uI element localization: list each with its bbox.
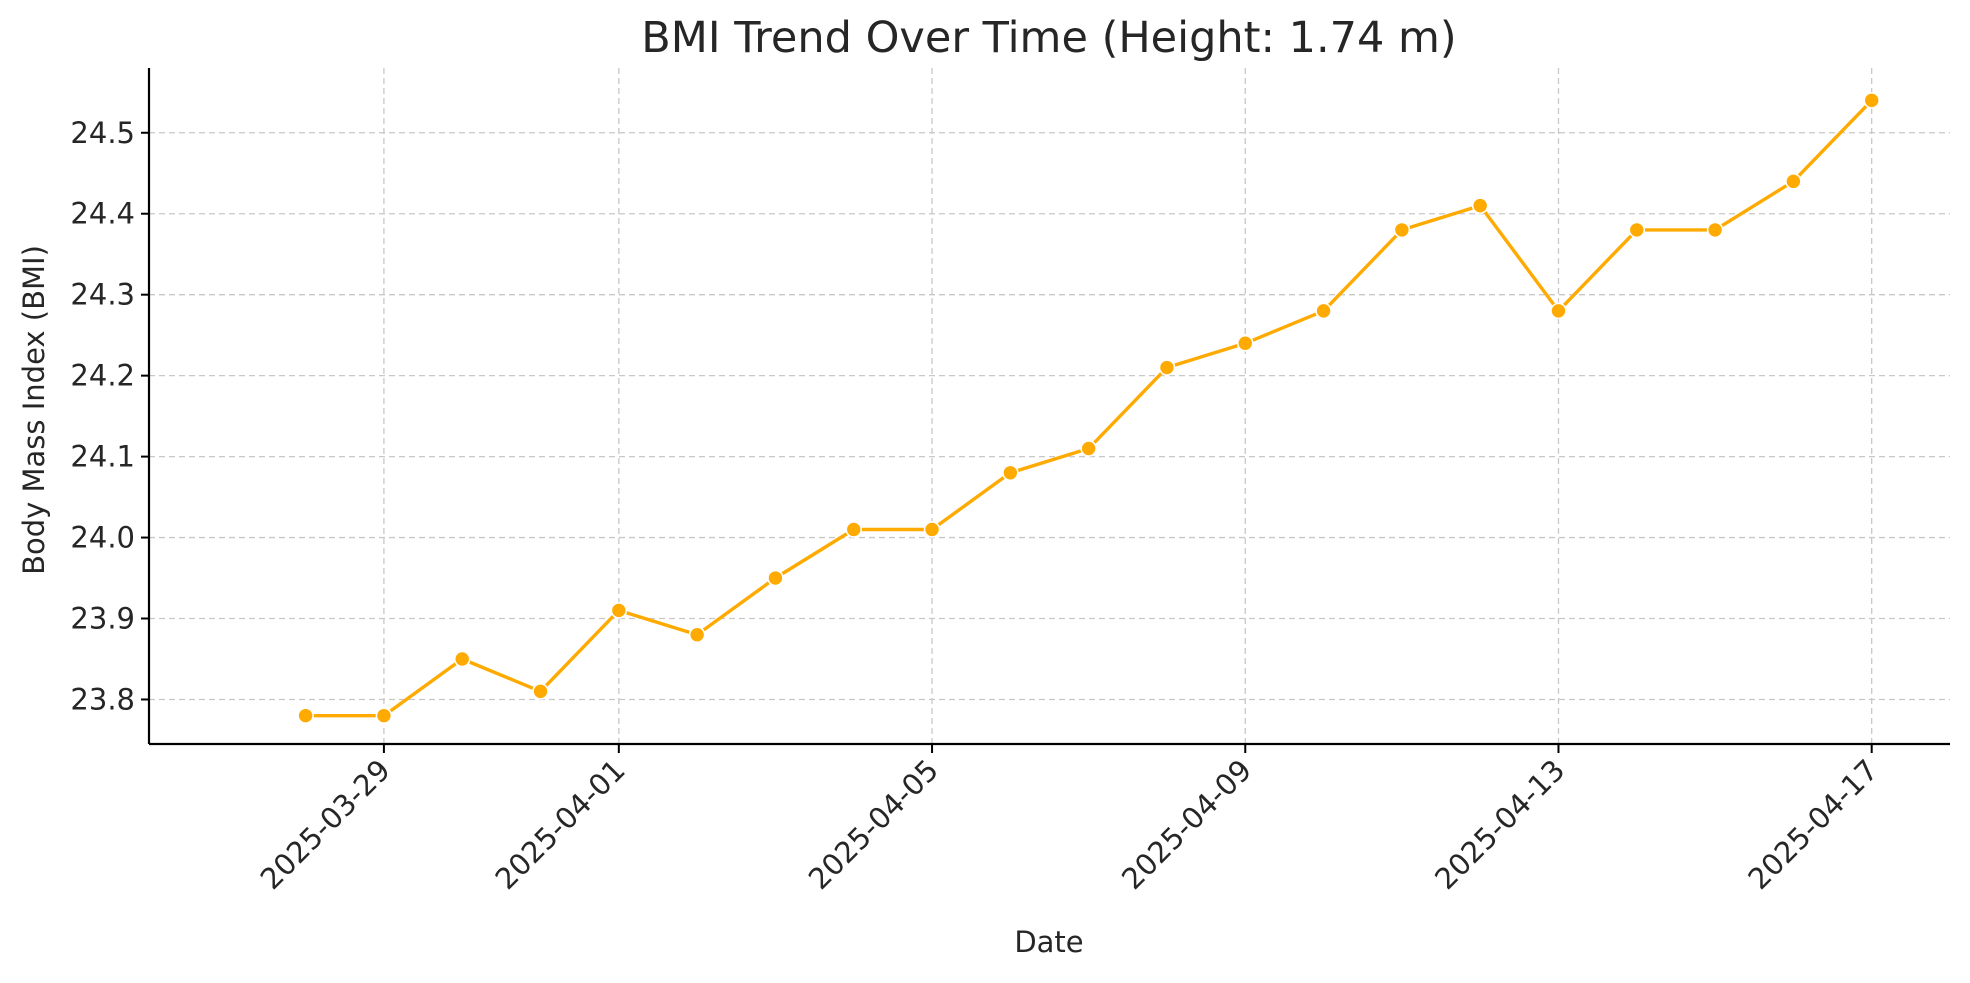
y-axis-title: Body Mass Index (BMI) <box>17 245 51 575</box>
data-point <box>1002 464 1019 482</box>
data-point <box>297 707 314 724</box>
x-axis-title: Date <box>1014 925 1083 959</box>
data-point <box>1393 221 1411 239</box>
x-tick-label: 2025-04-01 <box>489 753 632 896</box>
y-tick-label: 23.8 <box>70 682 135 716</box>
axes-layer <box>147 68 1950 746</box>
data-point <box>610 602 628 619</box>
y-tick-label: 24.5 <box>70 116 135 150</box>
grid-layer <box>149 68 1950 744</box>
series-line <box>303 98 1874 718</box>
data-point <box>453 650 471 668</box>
data-point <box>923 521 941 538</box>
x-tick-label: 2025-03-29 <box>254 753 397 896</box>
x-tick-label: 2025-04-05 <box>802 753 945 896</box>
data-point <box>1863 92 1880 109</box>
data-point <box>1236 334 1254 352</box>
chart-title: BMI Trend Over Time (Height: 1.74 m) <box>641 13 1456 63</box>
y-tick-label: 23.9 <box>70 602 135 636</box>
data-point <box>1550 302 1567 320</box>
y-tick-label: 24.0 <box>70 521 135 555</box>
data-point <box>532 683 549 700</box>
y-tick-label: 24.4 <box>70 197 135 231</box>
data-point <box>1706 221 1724 239</box>
series-layer <box>297 92 1880 724</box>
data-point <box>375 707 393 724</box>
data-point <box>845 521 863 538</box>
data-point <box>1471 197 1489 214</box>
data-point <box>1080 440 1097 457</box>
data-point <box>1158 359 1176 376</box>
y-tick-label: 24.2 <box>70 359 135 393</box>
data-point <box>767 569 784 587</box>
data-point <box>688 626 706 644</box>
y-tick-label: 24.1 <box>70 440 135 474</box>
ticks-layer: 23.8 23.9 24.0 24.1 24.2 24.3 24.4 24.5 2025-03-… <box>70 116 1884 896</box>
y-tick-label: 24.3 <box>70 278 135 312</box>
data-point <box>1785 173 1802 190</box>
data-point <box>1628 221 1646 239</box>
x-tick-label: 2025-04-17 <box>1741 753 1884 896</box>
x-tick-label: 2025-04-09 <box>1115 753 1258 896</box>
data-point <box>1315 302 1332 320</box>
x-tick-label: 2025-04-13 <box>1428 753 1571 896</box>
